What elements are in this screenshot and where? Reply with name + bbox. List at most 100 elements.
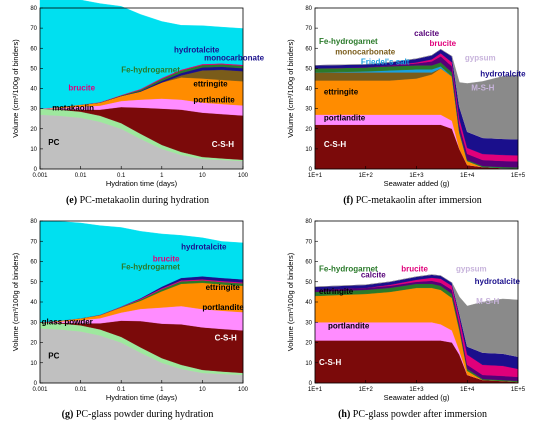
y-tick-label: 30 xyxy=(30,320,37,326)
x-tick-label: 1 xyxy=(160,387,164,393)
series-label: C-S-H xyxy=(215,333,237,342)
x-tick-label: 1E+3 xyxy=(409,387,424,393)
series-label: Fe-hydrogarnet xyxy=(121,65,180,74)
series-label: monocarbonate xyxy=(335,47,396,56)
series-label: portlandite xyxy=(202,303,244,312)
x-axis-label: Seawater added (g) xyxy=(384,179,450,188)
x-tick-label: 0.001 xyxy=(32,173,48,179)
y-tick-label: 60 xyxy=(30,46,37,52)
series-label: gypsum xyxy=(456,265,487,274)
plot-area xyxy=(314,7,519,170)
chart-g: 0 10 20 30 40 50 60 70 80 0.001 0.01 0.1 1 10 100 Hydra… xyxy=(11,219,249,420)
y-tick-label: 60 xyxy=(305,260,312,266)
y-tick-label: 50 xyxy=(30,66,37,72)
x-tick-label: 100 xyxy=(238,173,249,179)
x-tick-label: 100 xyxy=(238,387,249,393)
series-label: hydrotalcite xyxy=(174,45,220,54)
y-axis-label: Volume (cm³/100g of binders) xyxy=(11,252,20,351)
series-label: hydrotalcite xyxy=(181,242,227,251)
series-label: ettringite xyxy=(206,283,241,292)
x-axis-label: Seawater added (g) xyxy=(384,393,450,402)
series-label: monocarbonate xyxy=(204,53,265,62)
x-tick-label: 1E+5 xyxy=(511,173,526,179)
y-tick-label: 10 xyxy=(305,147,312,153)
x-tick-label: 10 xyxy=(199,173,206,179)
x-tick-label: 1E+1 xyxy=(308,387,323,393)
panel-h: 0 10 20 30 40 50 60 70 80 1E+1 1E+2 1E+3 1E+4 1E+5 Sea… xyxy=(275,213,550,427)
series-label: hydrotalcite xyxy=(480,69,526,78)
series-label: M-S-H xyxy=(476,297,499,306)
x-tick-label: 0.01 xyxy=(75,173,87,179)
y-tick-label: 20 xyxy=(30,127,37,133)
x-tick-label: 1E+5 xyxy=(511,387,526,393)
series-label: brucite xyxy=(68,84,95,93)
series-label: gypsum xyxy=(465,53,496,62)
series-label: ettringite xyxy=(319,287,354,296)
y-tick-label: 80 xyxy=(305,6,312,12)
y-tick-label: 10 xyxy=(305,361,312,367)
plot-area xyxy=(39,220,244,384)
y-tick-label: 70 xyxy=(305,26,312,32)
y-tick-label: 30 xyxy=(305,320,312,326)
y-axis-label: Volume (cm³/100g of binders) xyxy=(286,252,295,351)
y-tick-label: 80 xyxy=(305,219,312,225)
panel-f: 0 10 20 30 40 50 60 70 80 1E+1 1E+2 1E+3 1E+4 1E+5 Sea… xyxy=(275,0,550,213)
y-tick-label: 0 xyxy=(34,381,38,387)
x-tick-label: 0.1 xyxy=(117,173,126,179)
series-label: portlandite xyxy=(193,96,235,105)
x-tick-label: 1E+2 xyxy=(359,173,374,179)
series-label: brucite xyxy=(429,39,456,48)
series-label: brucite xyxy=(401,265,428,274)
x-axis-label: Hydration time (days) xyxy=(106,393,178,402)
series-label: Fe-hydrogarnet xyxy=(319,37,378,46)
series-label: portlandite xyxy=(324,114,366,123)
y-tick-label: 20 xyxy=(30,341,37,347)
y-tick-label: 40 xyxy=(305,87,312,93)
series-label: PC xyxy=(48,138,59,147)
series-label: C-S-H xyxy=(212,140,234,149)
y-tick-label: 50 xyxy=(305,66,312,72)
series-label: Fe-hydrogarnet xyxy=(121,263,180,272)
series-label: hydrotalcite xyxy=(475,277,521,286)
y-tick-label: 40 xyxy=(305,300,312,306)
panel-e: 0 10 20 30 40 50 60 70 80 0.001 0.01 0.1 1 10 100 Hydra… xyxy=(0,0,275,213)
series-label: Fe-hydrogarnet xyxy=(319,265,378,274)
figure-caption: (e) PC-metakaolin during hydration xyxy=(66,195,209,206)
y-tick-label: 80 xyxy=(30,6,37,12)
x-tick-label: 0.1 xyxy=(117,387,126,393)
y-axis-label: Volume (cm³/100g of binders) xyxy=(286,39,295,138)
figure-caption: (g) PC-glass powder during hydration xyxy=(62,409,214,420)
series-label: glass powder xyxy=(42,317,93,326)
figure-caption: (h) PC-glass powder after immersion xyxy=(338,409,487,420)
y-tick-label: 40 xyxy=(30,300,37,306)
y-tick-label: 80 xyxy=(30,219,37,225)
x-tick-label: 0.01 xyxy=(75,387,87,393)
y-tick-label: 0 xyxy=(309,381,313,387)
y-tick-label: 70 xyxy=(305,239,312,245)
chart-e: 0 10 20 30 40 50 60 70 80 0.001 0.01 0.1 1 10 100 Hydra… xyxy=(11,0,265,206)
x-tick-label: 10 xyxy=(199,387,206,393)
x-tick-label: 1 xyxy=(160,173,164,179)
y-tick-label: 60 xyxy=(305,46,312,52)
y-tick-label: 70 xyxy=(30,239,37,245)
plot-area xyxy=(39,0,244,170)
y-tick-label: 40 xyxy=(30,87,37,93)
x-tick-label: 1E+4 xyxy=(460,173,475,179)
y-tick-label: 70 xyxy=(30,26,37,32)
chart-h: 0 10 20 30 40 50 60 70 80 1E+1 1E+2 1E+3 1E+4 1E+5 Sea… xyxy=(286,219,526,420)
plot-area xyxy=(314,220,519,384)
series-label: M-S-H xyxy=(471,84,494,93)
series-label: Friedel's salt xyxy=(361,57,410,66)
series-label: calcite xyxy=(414,29,439,38)
y-tick-label: 0 xyxy=(309,167,313,173)
y-tick-label: 30 xyxy=(30,107,37,113)
chart-f: 0 10 20 30 40 50 60 70 80 1E+1 1E+2 1E+3 1E+4 1E+5 Sea… xyxy=(286,6,526,206)
series-label: ettringite xyxy=(324,88,359,97)
x-tick-label: 1E+1 xyxy=(308,173,323,179)
y-tick-label: 50 xyxy=(305,280,312,286)
series-label: metakaolin xyxy=(52,104,94,113)
y-tick-label: 0 xyxy=(34,167,38,173)
y-tick-label: 10 xyxy=(30,147,37,153)
y-tick-label: 50 xyxy=(30,280,37,286)
x-tick-label: 1E+2 xyxy=(359,387,374,393)
